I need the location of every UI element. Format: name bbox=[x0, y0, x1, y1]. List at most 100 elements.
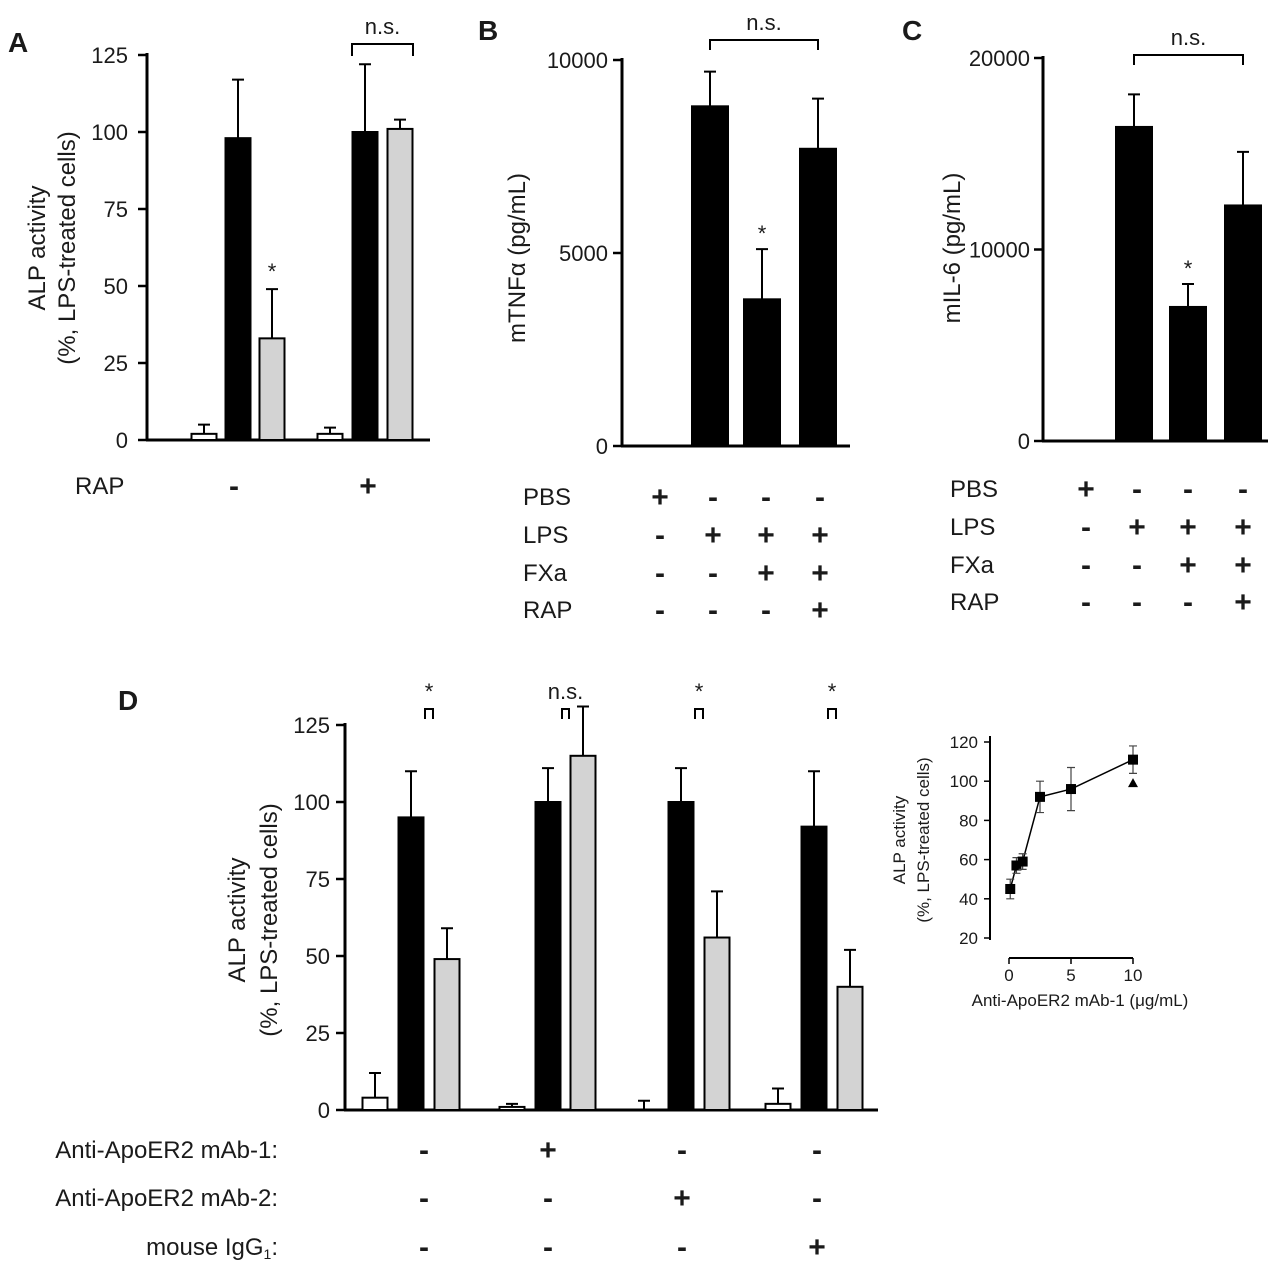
y-axis-label: ALP activity bbox=[224, 858, 251, 983]
inset-x-axis-label: Anti-ApoER2 mAb-1 (μg/mL) bbox=[972, 991, 1189, 1010]
error-bar bbox=[812, 97, 824, 149]
plus-sign: + bbox=[359, 470, 377, 503]
plus-sign: + bbox=[811, 594, 829, 627]
condition-label-subscript: 1 bbox=[264, 1246, 272, 1262]
plus-sign: + bbox=[757, 519, 775, 552]
plus-sign: + bbox=[1179, 549, 1197, 582]
chart-d: 0 25 50 75 100 125 ALP activity (%, LPS-treated… bbox=[55, 679, 878, 1264]
inset-data-point bbox=[1017, 856, 1028, 867]
panel-letter-b: B bbox=[478, 15, 498, 46]
bar bbox=[386, 127, 414, 441]
plus-sign: + bbox=[651, 481, 669, 514]
inset-y-tick-label: 40 bbox=[959, 890, 978, 909]
minus-sign: - bbox=[419, 1182, 429, 1215]
condition-label-tail: : bbox=[271, 1234, 278, 1261]
plus-sign: + bbox=[673, 1182, 691, 1215]
y-axis-label: (%, LPS-treated cells) bbox=[256, 803, 283, 1036]
minus-sign: - bbox=[1132, 549, 1142, 582]
condition-label: LPS bbox=[523, 522, 568, 549]
error-bar bbox=[369, 1072, 381, 1098]
condition-label: Anti-ApoER2 mAb-1: bbox=[55, 1137, 278, 1164]
minus-sign: - bbox=[1132, 473, 1142, 506]
error-bar bbox=[441, 927, 453, 960]
minus-sign: - bbox=[1081, 586, 1091, 619]
bar bbox=[836, 985, 864, 1111]
condition-label: LPS bbox=[950, 514, 995, 541]
significance-star: * bbox=[758, 221, 767, 246]
plus-sign: + bbox=[1128, 511, 1146, 544]
y-axis-label: (%, LPS-treated cells) bbox=[54, 131, 81, 364]
inset-y-tick-label: 120 bbox=[950, 733, 978, 752]
condition-label: FXa bbox=[950, 552, 995, 579]
minus-sign: - bbox=[655, 519, 665, 552]
significance-bracket bbox=[561, 708, 570, 719]
y-tick-label: 0 bbox=[1018, 429, 1030, 454]
error-bar bbox=[638, 1099, 650, 1110]
chart-b: 0 5000 10000 mTNFα (pg/mL) * n.s. PBS + - - - LPS - +… bbox=[504, 10, 850, 627]
error-bar bbox=[1182, 282, 1194, 307]
plus-sign: + bbox=[811, 557, 829, 590]
condition-label: mouse IgG bbox=[146, 1234, 263, 1261]
inset-control-point bbox=[1128, 778, 1138, 788]
condition-label: PBS bbox=[523, 484, 571, 511]
bar bbox=[569, 754, 597, 1111]
y-axis-label: mTNFα (pg/mL) bbox=[504, 173, 531, 343]
minus-sign: - bbox=[815, 481, 825, 514]
y-tick-label: 0 bbox=[596, 434, 608, 459]
significance-bracket bbox=[709, 39, 819, 50]
bar bbox=[433, 958, 461, 1112]
bracket-label: * bbox=[828, 679, 837, 704]
minus-sign: - bbox=[761, 481, 771, 514]
inset-data-point bbox=[1035, 791, 1045, 802]
condition-label: PBS bbox=[950, 476, 998, 503]
y-tick-label: 0 bbox=[318, 1098, 330, 1123]
inset-y-axis-label: ALP activity bbox=[890, 795, 909, 884]
minus-sign: - bbox=[677, 1231, 687, 1264]
inset-data-point bbox=[1011, 860, 1022, 871]
condition-label: RAP bbox=[75, 473, 124, 500]
panel-letter-a: A bbox=[8, 27, 28, 58]
condition-label-group: mouse IgG1: bbox=[146, 1234, 278, 1262]
plus-sign: + bbox=[811, 519, 829, 552]
plus-sign: + bbox=[1077, 473, 1095, 506]
bracket-label: n.s. bbox=[746, 10, 781, 35]
significance-bracket bbox=[1133, 54, 1244, 65]
chart-c: 0 10000 20000 mIL-6 (pg/mL) * n.s. PBS + - - - LPS -… bbox=[939, 25, 1268, 619]
y-axis-label: ALP activity bbox=[24, 186, 51, 311]
plus-sign: + bbox=[1234, 511, 1252, 544]
y-tick-label: 100 bbox=[293, 790, 330, 815]
error-bar bbox=[808, 770, 820, 827]
bar bbox=[743, 298, 781, 447]
y-tick-label: 75 bbox=[306, 867, 330, 892]
minus-sign: - bbox=[419, 1231, 429, 1264]
bar bbox=[361, 1096, 389, 1112]
minus-sign: - bbox=[761, 594, 771, 627]
minus-sign: - bbox=[229, 470, 239, 503]
inset-data-point bbox=[1066, 784, 1076, 795]
minus-sign: - bbox=[655, 557, 665, 590]
y-tick-label: 0 bbox=[116, 428, 128, 453]
plus-sign: + bbox=[1179, 511, 1197, 544]
y-tick-label: 5000 bbox=[559, 241, 608, 266]
bar bbox=[534, 801, 562, 1111]
minus-sign: - bbox=[1238, 473, 1248, 506]
y-tick-label: 10000 bbox=[969, 238, 1030, 263]
chart-inset: 20 40 60 80 100 120 0 5 10 Anti-ApoER2 mAb-1 (μg/… bbox=[890, 733, 1188, 1010]
significance-star: * bbox=[268, 259, 277, 284]
bracket-label: n.s. bbox=[1171, 25, 1206, 50]
inset-data-point bbox=[1005, 884, 1016, 894]
inset-series-line bbox=[1009, 758, 1134, 890]
bar bbox=[800, 825, 828, 1111]
minus-sign: - bbox=[812, 1134, 822, 1167]
minus-sign: - bbox=[708, 557, 718, 590]
error-bar bbox=[577, 705, 589, 756]
error-bar bbox=[359, 63, 371, 132]
chart-a: 0 25 50 75 100 125 ALP activity (%, LPS-treated… bbox=[24, 14, 430, 503]
bar bbox=[397, 816, 425, 1112]
y-tick-label: 75 bbox=[104, 197, 128, 222]
inset-y-axis-label: (%, LPS-treated cells) bbox=[914, 757, 933, 922]
bar bbox=[703, 936, 731, 1112]
y-tick-label: 10000 bbox=[547, 48, 608, 73]
minus-sign: - bbox=[419, 1134, 429, 1167]
